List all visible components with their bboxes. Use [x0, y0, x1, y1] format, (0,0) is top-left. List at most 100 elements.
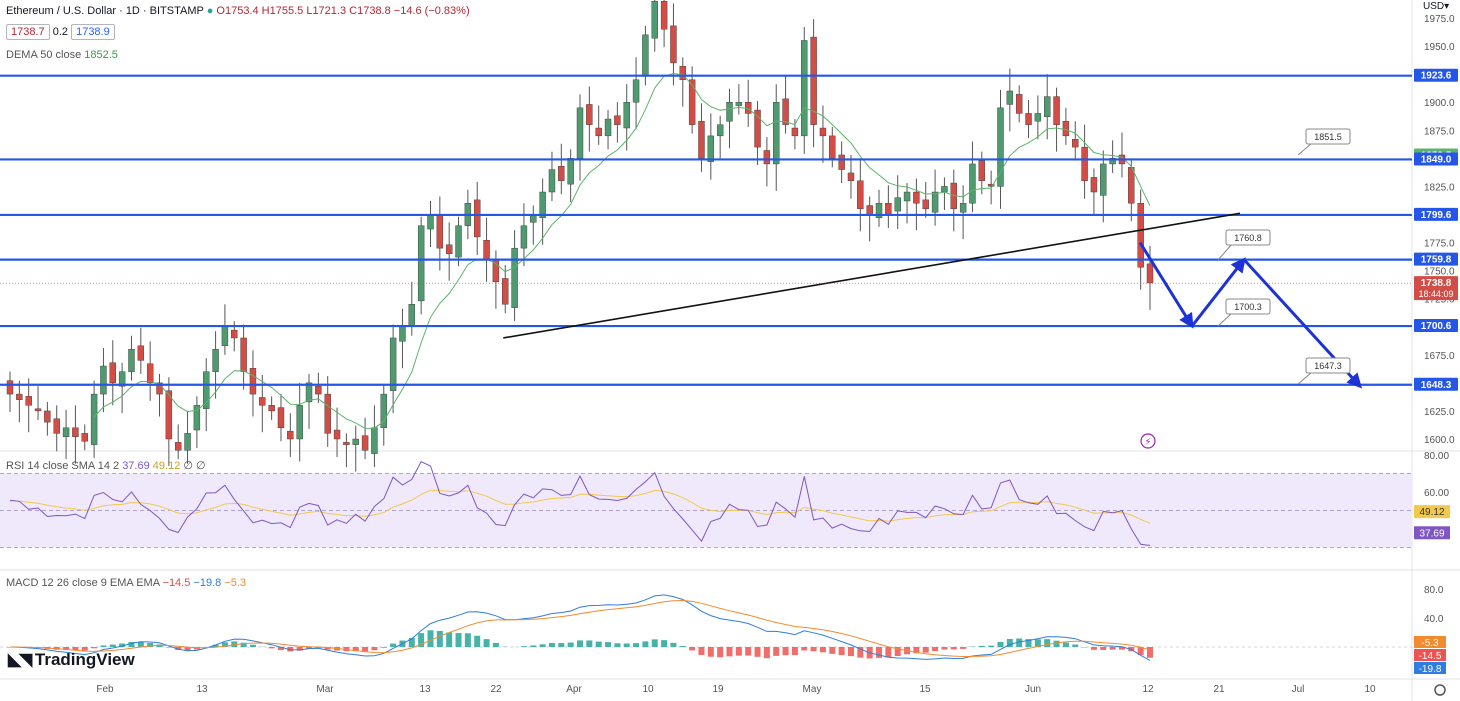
candle-body	[1090, 177, 1098, 193]
macd-histogram-bar	[1100, 647, 1107, 650]
time-tick-label: 10	[642, 684, 654, 695]
candle-body	[445, 244, 453, 254]
candle-body	[838, 154, 845, 170]
macd-histogram-bar	[679, 645, 686, 647]
candle-body	[165, 390, 173, 440]
macd-histogram-bar	[240, 642, 247, 647]
candle-body	[408, 304, 416, 327]
candle-body	[857, 180, 864, 210]
macd-histogram-bar	[119, 643, 126, 647]
candle-body	[174, 442, 182, 451]
price-axis-label	[1414, 252, 1458, 266]
callout-leader	[1297, 371, 1313, 385]
candle-body	[576, 107, 584, 159]
macd-histogram-bar	[577, 640, 583, 647]
bid-price[interactable]: 1738.7	[6, 24, 50, 40]
macd-histogram-bar	[819, 647, 826, 653]
macd-axis-label	[1414, 649, 1446, 661]
macd-histogram-bar	[941, 647, 948, 650]
candle-body	[623, 101, 630, 129]
projection-arrow	[1190, 257, 1246, 327]
macd-histogram-bar	[306, 647, 313, 649]
macd-histogram-bar	[689, 647, 696, 651]
candle-body	[997, 107, 1004, 187]
macd-histogram-bar	[1137, 647, 1144, 656]
candle-body	[34, 408, 42, 412]
rsi-axis-label-text: 37.69	[1419, 528, 1444, 539]
time-tick-label: 10	[1364, 684, 1376, 695]
candle-body	[277, 407, 285, 428]
dema-legend: DEMA 50 close 1852.5	[6, 49, 118, 61]
candle-body	[866, 205, 873, 215]
chevron-down-icon: ▾	[1444, 1, 1450, 12]
symbol-title: Ethereum / U.S. Dollar · 1D · BITSTAMP	[6, 5, 204, 17]
ohlc-values: O1753.4 H1755.5 L1721.3 C1738.8 −14.6 (−…	[216, 5, 470, 17]
macd-histogram-bar	[1147, 647, 1153, 658]
time-tick-label: Apr	[566, 684, 582, 695]
candle-body	[146, 363, 154, 384]
macd-histogram-bar	[1025, 639, 1032, 647]
macd-value: −19.8	[193, 577, 222, 589]
candle-body	[931, 191, 939, 213]
rsi-legend: RSI 14 close SMA 14 2 37.69 49.12 ∅ ∅	[6, 459, 206, 472]
macd-histogram-bar	[324, 647, 331, 650]
price-tick-label: 1625.0	[1424, 407, 1455, 418]
countdown-label: 18:44:09	[1418, 289, 1453, 299]
time-tick-label: 13	[419, 684, 431, 695]
price-axis-label-text: 1700.6	[1421, 321, 1452, 332]
candle-body	[791, 127, 799, 137]
macd-histogram-bar	[642, 641, 649, 647]
macd-histogram-bar	[633, 643, 640, 647]
price-axis-label	[1414, 276, 1458, 301]
rsi-sma-value: 49.12	[152, 460, 181, 472]
macd-histogram-bar	[539, 644, 546, 647]
candle-body	[548, 169, 556, 193]
macd-histogram-bar	[277, 647, 284, 651]
candle-body	[726, 101, 733, 122]
macd-tick-label: 80.0	[1424, 585, 1444, 596]
candle-body	[184, 433, 191, 451]
candle-body	[240, 337, 247, 372]
candle-body	[829, 135, 836, 159]
price-tick-label: 1900.0	[1424, 98, 1455, 109]
candle-body	[399, 326, 406, 342]
candle-body	[343, 442, 350, 445]
candle-body	[156, 382, 163, 395]
macd-histogram-bar	[801, 647, 808, 651]
macd-histogram-bar	[221, 642, 228, 647]
macd-histogram-bar	[165, 647, 172, 648]
macd-histogram-bar	[726, 647, 733, 657]
candle-body	[1034, 113, 1042, 122]
candle-body	[660, 0, 668, 30]
candle-body	[670, 25, 677, 64]
macd-histogram-bar	[810, 647, 817, 652]
currency-selector[interactable]: USD▾	[1423, 1, 1449, 12]
macd-histogram-bar	[838, 647, 845, 656]
trendline	[503, 212, 1241, 339]
candle-body	[118, 371, 126, 387]
candle-body	[520, 225, 528, 249]
candle-body	[109, 362, 116, 384]
price-tick-label: 1875.0	[1424, 126, 1455, 137]
callout-box	[1305, 357, 1351, 374]
macd-histogram-bar	[847, 647, 854, 657]
candle-body	[903, 191, 911, 202]
candle-body	[632, 79, 640, 103]
candle-body	[483, 240, 490, 260]
candle-body	[978, 160, 986, 181]
macd-histogram-bar	[978, 645, 985, 647]
macd-histogram-bar	[932, 647, 939, 652]
rsi-axis-label	[1414, 505, 1450, 519]
candle-body	[754, 109, 761, 148]
dema-label: DEMA 50 close	[6, 49, 82, 61]
candle-body	[875, 203, 883, 219]
price-axis-label	[1414, 319, 1458, 333]
price-axis-label-text: 1849.0	[1421, 154, 1452, 165]
candle-body	[1128, 167, 1135, 204]
callout-label: 1647.3	[1314, 361, 1342, 371]
lightning-icon-glyph: ⚡	[1144, 437, 1151, 448]
ask-price[interactable]: 1738.9	[71, 24, 115, 40]
macd-histogram-bar	[1006, 638, 1013, 647]
time-tick-label: Mar	[316, 684, 334, 695]
